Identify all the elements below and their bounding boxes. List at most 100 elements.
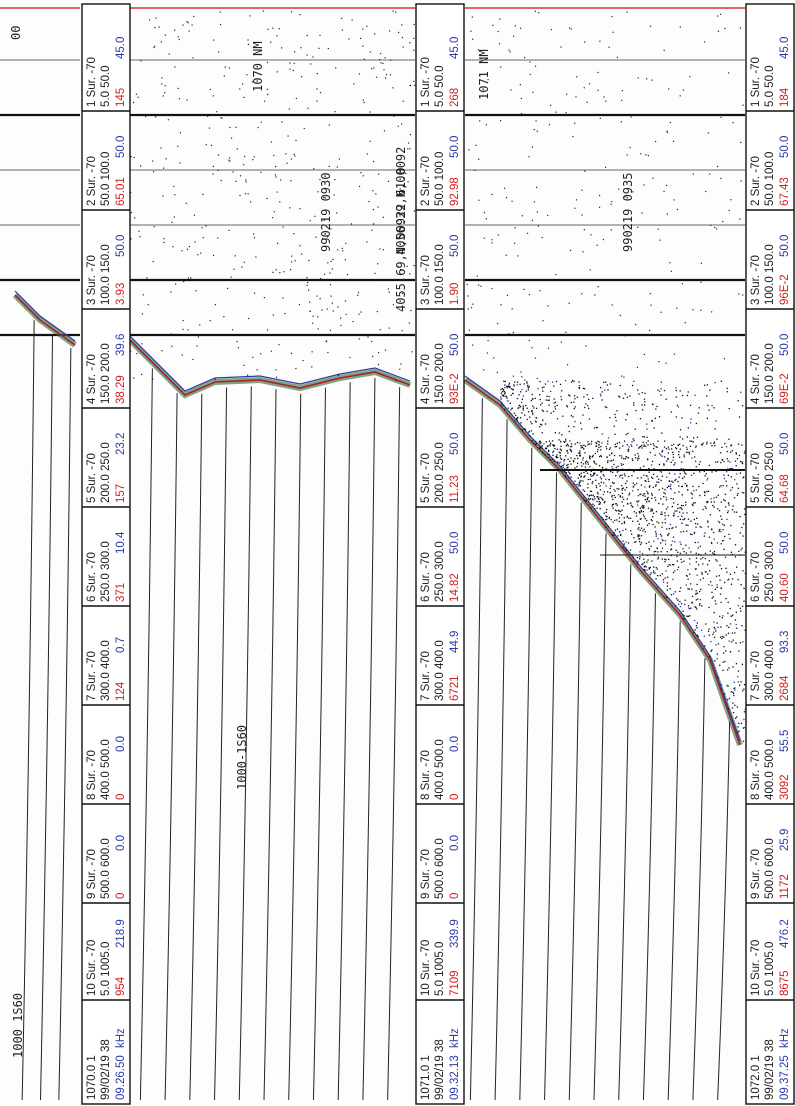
echo-dot (299, 208, 300, 209)
echo-dot (547, 454, 548, 455)
echo-dot (675, 387, 676, 388)
echo-dot (600, 489, 601, 490)
echo-dot (720, 14, 721, 15)
echo-dot (600, 449, 601, 450)
echo-dot (532, 92, 533, 93)
echo-dot (562, 416, 563, 417)
echo-dot (709, 537, 710, 538)
echo-dot (665, 493, 666, 494)
channel-label: 1 Sur. -70 (420, 57, 432, 107)
echo-dot (517, 384, 518, 385)
echo-dot (742, 463, 743, 464)
echo-dot (257, 369, 258, 370)
echo-dot (687, 452, 688, 453)
echo-dot (603, 482, 604, 483)
echo-dot (627, 154, 628, 155)
echo-dot (514, 413, 515, 414)
echo-dot (573, 381, 574, 382)
echo-dot (271, 351, 272, 352)
echo-dot (712, 597, 713, 598)
echo-dot (641, 506, 642, 507)
echo-dot (223, 316, 224, 317)
echo-dot (686, 531, 687, 532)
echo-dot (498, 234, 499, 235)
echo-dot (682, 519, 683, 520)
echo-dot (672, 579, 673, 580)
echo-dot (626, 480, 627, 481)
echo-dot (647, 444, 648, 445)
echo-dot (647, 525, 648, 526)
channel-sv: 23.2 (115, 433, 127, 455)
echo-dot (549, 441, 550, 442)
echo-dot (689, 563, 690, 564)
echo-dot (738, 681, 739, 682)
echo-dot (714, 627, 715, 628)
echo-dot (680, 390, 681, 391)
echo-dot (594, 508, 595, 509)
echo-dot (329, 124, 330, 125)
echo-dot (687, 588, 688, 589)
strip-date: 99/02/19 38 (434, 1039, 446, 1100)
echo-dot (658, 522, 659, 523)
echo-dot (542, 448, 543, 449)
echo-dot (570, 450, 571, 451)
echo-dot (576, 466, 577, 467)
echo-dot (738, 731, 739, 732)
echo-dot (566, 112, 567, 113)
echo-dot (670, 488, 671, 489)
channel-sv: 45.0 (115, 37, 127, 59)
channel-label: 3 Sur. -70 (86, 255, 98, 305)
echo-dot (706, 473, 707, 474)
echo-dot (508, 386, 509, 387)
echo-dot (569, 449, 570, 450)
echo-dot (607, 389, 608, 390)
echo-dot (736, 624, 737, 625)
echo-dot (290, 180, 291, 181)
echo-dot (188, 277, 189, 278)
echo-dot (589, 456, 590, 457)
echo-dot (604, 389, 605, 390)
echo-dot (739, 516, 740, 517)
echo-dot (163, 95, 164, 96)
echo-dot (342, 248, 343, 249)
echo-dot (521, 98, 522, 99)
echo-dot (727, 512, 728, 513)
strip-time: 09.26.50 (115, 1055, 127, 1100)
echo-dot (712, 505, 713, 506)
echo-dot (731, 444, 732, 445)
echo-dot (667, 566, 668, 567)
echo-dot (643, 466, 644, 467)
echo-dot (283, 226, 284, 227)
echo-dot (646, 520, 647, 521)
echo-dot (601, 456, 602, 457)
echo-dot (628, 494, 629, 495)
channel-value: 14.82 (449, 573, 461, 602)
echo-dot (611, 229, 612, 230)
echo-dot (469, 330, 470, 331)
echo-dot (657, 558, 658, 559)
echo-dot (719, 510, 720, 511)
echo-dot (598, 498, 599, 499)
echo-dot (709, 390, 710, 391)
echo-dot (569, 473, 570, 474)
echo-dot (698, 412, 699, 413)
echo-dot (673, 457, 674, 458)
echo-dot (616, 410, 617, 411)
echo-dot (626, 550, 627, 551)
echo-dot (136, 353, 137, 354)
echo-dot (143, 294, 144, 295)
echo-dot (532, 440, 533, 441)
echo-dot (674, 354, 675, 355)
echo-dot (360, 311, 361, 312)
echo-dot (254, 293, 255, 294)
echo-dot (642, 392, 643, 393)
echo-dot (567, 450, 568, 451)
echo-dot (188, 22, 189, 23)
echo-dot (613, 535, 614, 536)
echo-dot (281, 121, 282, 122)
echo-dot (680, 544, 681, 545)
echo-dot (244, 262, 245, 263)
echo-dot (717, 508, 718, 509)
echo-dot (515, 415, 516, 416)
echo-dot (666, 185, 667, 186)
